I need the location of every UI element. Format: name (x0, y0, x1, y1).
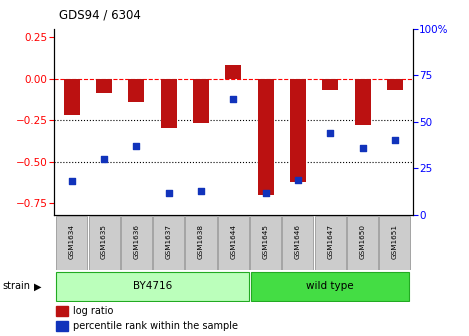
FancyBboxPatch shape (347, 216, 378, 270)
FancyBboxPatch shape (56, 216, 87, 270)
Text: GSM1647: GSM1647 (327, 224, 333, 259)
FancyBboxPatch shape (251, 272, 409, 301)
Point (326, 130, 334, 136)
Point (68, 179, 76, 184)
FancyBboxPatch shape (218, 216, 249, 270)
Bar (257, 79, 274, 195)
FancyBboxPatch shape (89, 216, 120, 270)
Point (100, 157, 108, 162)
Bar (96, 79, 112, 93)
Bar (193, 79, 209, 123)
Bar (160, 79, 177, 128)
Bar (56, 306, 68, 317)
Point (391, 138, 399, 143)
Bar (355, 79, 371, 125)
Point (359, 145, 366, 151)
Text: GSM1635: GSM1635 (101, 224, 107, 259)
Point (133, 143, 140, 149)
Text: log ratio: log ratio (73, 306, 113, 317)
Text: BY4716: BY4716 (133, 282, 172, 291)
Text: GSM1634: GSM1634 (69, 224, 75, 259)
Bar (290, 79, 306, 182)
Text: GDS94 / 6304: GDS94 / 6304 (59, 8, 141, 22)
Text: GSM1644: GSM1644 (230, 224, 236, 259)
Text: percentile rank within the sample: percentile rank within the sample (73, 321, 238, 331)
Text: GSM1651: GSM1651 (392, 224, 398, 259)
FancyBboxPatch shape (315, 216, 346, 270)
FancyBboxPatch shape (250, 216, 281, 270)
Point (229, 97, 237, 102)
Point (197, 188, 205, 194)
Text: GSM1636: GSM1636 (133, 224, 139, 259)
Bar (387, 79, 403, 90)
Text: ▶: ▶ (34, 281, 41, 291)
FancyBboxPatch shape (379, 216, 410, 270)
FancyBboxPatch shape (56, 272, 249, 301)
Bar (225, 65, 242, 79)
Point (262, 190, 269, 195)
FancyBboxPatch shape (185, 216, 217, 270)
Point (165, 190, 173, 195)
Text: GSM1646: GSM1646 (295, 224, 301, 259)
Bar (322, 79, 338, 90)
Text: GSM1637: GSM1637 (166, 224, 172, 259)
Point (294, 177, 302, 182)
Bar (56, 321, 68, 331)
Text: GSM1645: GSM1645 (263, 224, 269, 259)
Text: GSM1650: GSM1650 (360, 224, 366, 259)
Text: wild type: wild type (306, 282, 354, 291)
Text: GSM1638: GSM1638 (198, 224, 204, 259)
FancyBboxPatch shape (282, 216, 313, 270)
Bar (64, 79, 80, 115)
Text: strain: strain (2, 281, 30, 291)
Bar (129, 79, 144, 102)
FancyBboxPatch shape (121, 216, 152, 270)
FancyBboxPatch shape (153, 216, 184, 270)
